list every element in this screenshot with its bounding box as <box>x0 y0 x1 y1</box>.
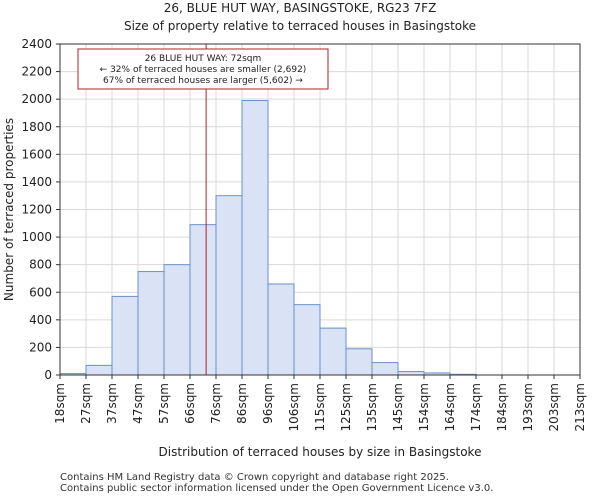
bar <box>189 224 217 376</box>
x-tick-label: 145sqm <box>391 383 405 431</box>
x-tick-label: 37sqm <box>105 383 119 424</box>
x-tick-label: 76sqm <box>209 383 223 424</box>
y-tick-label: 600 <box>29 285 52 299</box>
y-tick-label: 800 <box>29 258 52 272</box>
annotation-box: 26 BLUE HUT WAY: 72sqm ← 32% of terraced… <box>77 48 329 90</box>
x-tick-label: 18sqm <box>53 383 67 424</box>
bar <box>345 348 373 376</box>
y-tick-label: 1200 <box>21 203 52 217</box>
x-tick-label: 115sqm <box>313 383 327 431</box>
footer-copyright: Contains HM Land Registry data © Crown c… <box>60 472 449 483</box>
bar <box>137 271 165 376</box>
x-tick-label: 203sqm <box>547 383 561 431</box>
x-tick-label: 174sqm <box>469 383 483 431</box>
x-tick-label: 57sqm <box>157 383 171 424</box>
x-tick-label: 184sqm <box>495 383 509 431</box>
x-tick-label: 135sqm <box>365 383 379 431</box>
x-tick-label: 66sqm <box>183 383 197 424</box>
bar <box>397 371 425 376</box>
annotation-line-3: 67% of terraced houses are larger (5,602… <box>103 76 303 86</box>
y-tick-label: 0 <box>44 368 52 382</box>
y-tick-label: 1800 <box>21 120 52 134</box>
bar <box>111 295 139 376</box>
plot-frame <box>59 43 581 376</box>
y-tick-label: 2400 <box>21 37 52 51</box>
chart-title: 26, BLUE HUT WAY, BASINGSTOKE, RG23 7FZ <box>164 1 437 15</box>
x-tick-label: 96sqm <box>261 383 275 424</box>
bar <box>215 195 243 376</box>
x-tick-label: 213sqm <box>573 383 587 431</box>
annotation-line-2: ← 32% of terraced houses are smaller (2,… <box>100 65 307 75</box>
y-tick-label: 2000 <box>21 92 52 106</box>
x-tick-label: 125sqm <box>339 383 353 431</box>
x-tick-label: 47sqm <box>131 383 145 424</box>
x-tick-label: 106sqm <box>287 383 301 431</box>
bars <box>59 100 477 376</box>
y-tick-label: 1000 <box>21 230 52 244</box>
bar <box>319 327 347 376</box>
y-axis-label: Number of terraced properties <box>2 118 16 301</box>
annotation-line-1: 26 BLUE HUT WAY: 72sqm <box>145 54 262 64</box>
x-axis: 18sqm 27sqm 37sqm 47sqm 57sqm 66sqm 76sqm 86sqm… <box>53 375 587 431</box>
x-tick-label: 27sqm <box>79 383 93 424</box>
footer-licence: Contains public sector information licen… <box>60 483 494 494</box>
y-tick-label: 1600 <box>21 147 52 161</box>
bar <box>163 264 191 376</box>
y-tick-label: 1400 <box>21 175 52 189</box>
y-axis: 0 200 400 600 800 1000 1200 1400 1600 1800 2000 220… <box>21 37 60 382</box>
y-tick-label: 400 <box>29 313 52 327</box>
bar <box>241 100 269 376</box>
chart-subtitle: Size of property relative to terraced ho… <box>124 19 476 33</box>
bar <box>371 362 399 376</box>
bar <box>293 304 321 376</box>
x-tick-label: 164sqm <box>443 383 457 431</box>
y-tick-label: 2200 <box>21 65 52 79</box>
bar <box>85 364 113 376</box>
x-tick-label: 86sqm <box>235 383 249 424</box>
y-tick-label: 200 <box>29 340 52 354</box>
x-tick-label: 154sqm <box>417 383 431 431</box>
x-tick-label: 193sqm <box>521 383 535 431</box>
x-axis-label: Distribution of terraced houses by size … <box>159 445 482 459</box>
bar <box>267 283 295 376</box>
